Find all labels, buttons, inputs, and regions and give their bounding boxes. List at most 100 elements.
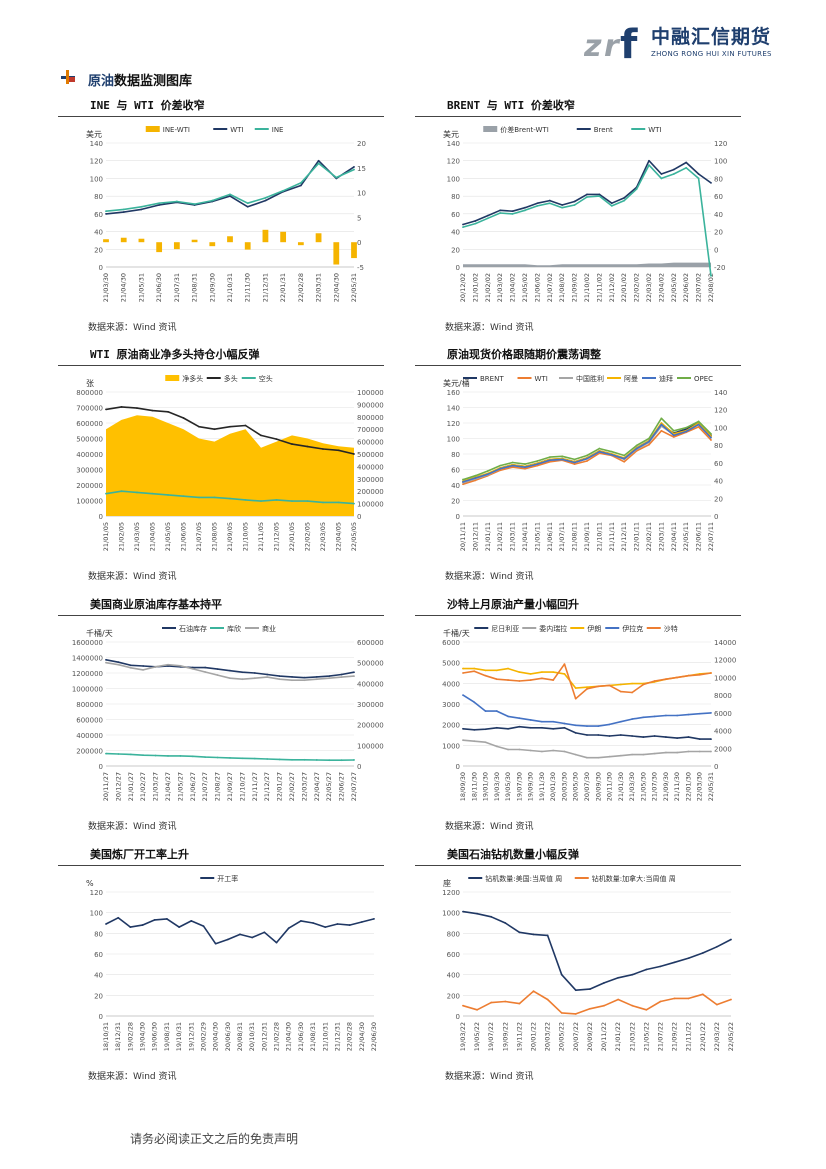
title-rule — [415, 615, 741, 616]
data-point — [518, 680, 521, 682]
data-point — [495, 710, 498, 712]
data-point — [136, 407, 138, 410]
data-point — [122, 208, 125, 211]
data-point — [532, 990, 535, 993]
chart-panel-8: 美国石油钻机数量小幅反弹 数据来源：Wind 资讯座 0 200 400 600 800 10… — [415, 846, 741, 1096]
x-tick-label: 22/02/05 — [304, 522, 312, 551]
x-tick-label: 21/12/05 — [273, 522, 281, 551]
x-tick-label: 22/03/30 — [696, 772, 704, 801]
data-point — [490, 915, 493, 918]
y-axis-unit: 美元 — [86, 129, 102, 139]
data-point — [336, 923, 339, 925]
data-point — [291, 679, 293, 682]
y-tick-label: 100 — [90, 910, 103, 918]
data-point — [631, 691, 633, 694]
data-point — [322, 448, 324, 450]
data-point — [486, 214, 489, 217]
data-point — [672, 436, 675, 438]
bar-mark — [173, 242, 180, 250]
data-point — [105, 752, 107, 755]
y-tick-label: 20 — [94, 992, 103, 1000]
data-point — [623, 199, 626, 202]
data-point — [511, 464, 514, 467]
chart-svg: 美元/桶 0 20 40 60 80 100 120 140 160 0 20 40 60 80 100 120… — [443, 374, 727, 551]
x-tick-label: 21/01/11 — [484, 522, 492, 551]
data-point — [179, 755, 182, 757]
x-tick-label: 22/05/27 — [325, 772, 333, 801]
chart-panel-5: 美国商业原油库存基本持平 数据来源：Wind 资讯 千桶/天 0 200000 40000… — [58, 596, 384, 846]
data-point — [167, 663, 169, 666]
data-point — [253, 677, 256, 680]
data-point — [586, 193, 588, 196]
line-series-1 — [462, 422, 712, 483]
data-point — [589, 988, 591, 991]
x-tick-label: 22/06/02 — [682, 273, 690, 302]
data-point — [117, 753, 120, 755]
x-tick-label: 22/03/02 — [645, 273, 653, 302]
data-point — [687, 713, 690, 716]
legend-swatch — [165, 375, 180, 381]
data-point — [631, 682, 633, 685]
data-point — [687, 997, 690, 1000]
x-tick-label: 21/03/11 — [509, 522, 517, 551]
x-tick-label: 21/03/22 — [628, 1022, 636, 1051]
data-point — [462, 694, 464, 697]
x-tick-label: 20/08/31 — [236, 1022, 244, 1051]
y-tick-label: 60 — [451, 211, 460, 219]
data-point — [373, 917, 375, 920]
x-tick-label: 21/08/05 — [211, 522, 219, 551]
y2-tick-label: 300000 — [357, 476, 384, 484]
data-point — [462, 481, 464, 483]
line-series-3 — [105, 162, 355, 212]
data-point — [665, 751, 667, 754]
data-point — [608, 684, 611, 687]
data-point — [518, 717, 521, 720]
data-point — [524, 206, 526, 209]
y-tick-label: 800000 — [76, 701, 103, 709]
data-point — [518, 748, 521, 751]
data-point — [619, 683, 622, 686]
y-tick-label: 40 — [451, 229, 460, 237]
data-point — [474, 477, 477, 479]
data-point — [299, 184, 302, 187]
company-logo: z r f 中融汇信期货 ZHONG RONG HUI XIN FUTURES — [583, 20, 784, 68]
data-point — [635, 188, 638, 190]
data-point — [275, 498, 278, 501]
data-point — [676, 737, 679, 739]
x-tick-label: 21/12/11 — [620, 522, 628, 551]
data-point — [698, 673, 701, 676]
data-point — [598, 195, 601, 198]
chart-svg: % 0 20 40 60 80 100 120 18/10/31 18/12/31 19/02/28… — [86, 874, 378, 1051]
data-point — [315, 759, 318, 761]
x-tick-label: 21/04/30 — [285, 1022, 293, 1051]
x-tick-label: 22/04/30 — [332, 273, 340, 302]
data-point — [676, 714, 679, 717]
x-tick-label: 21/03/27 — [152, 772, 160, 801]
x-tick-label: 21/08/02 — [558, 273, 566, 302]
data-point — [536, 464, 539, 467]
x-tick-label: 21/08/11 — [571, 522, 579, 551]
x-tick-label: 21/10/31 — [226, 273, 234, 302]
bar-mark — [280, 231, 287, 243]
data-point — [648, 437, 650, 440]
x-tick-label: 22/01/31 — [279, 273, 287, 302]
section-title-main: 数据监测图库 — [114, 74, 193, 89]
bar-mark — [103, 239, 109, 243]
data-point — [182, 417, 185, 419]
data-point — [202, 925, 205, 927]
data-point — [524, 466, 526, 469]
legend-label: OPEC — [694, 375, 713, 383]
data-point — [574, 1013, 577, 1015]
data-point — [229, 195, 231, 198]
data-point — [484, 741, 487, 744]
y-tick-label: 60 — [94, 211, 103, 219]
x-tick-label: 21/12/27 — [263, 772, 271, 801]
data-point — [244, 498, 247, 501]
line-series-1 — [105, 916, 375, 945]
data-point — [648, 443, 650, 446]
data-point — [642, 736, 645, 738]
y-tick-label: 40 — [451, 482, 460, 490]
data-point — [166, 917, 168, 920]
data-point — [213, 496, 216, 499]
legend-label: 中国胜利 — [576, 374, 604, 383]
